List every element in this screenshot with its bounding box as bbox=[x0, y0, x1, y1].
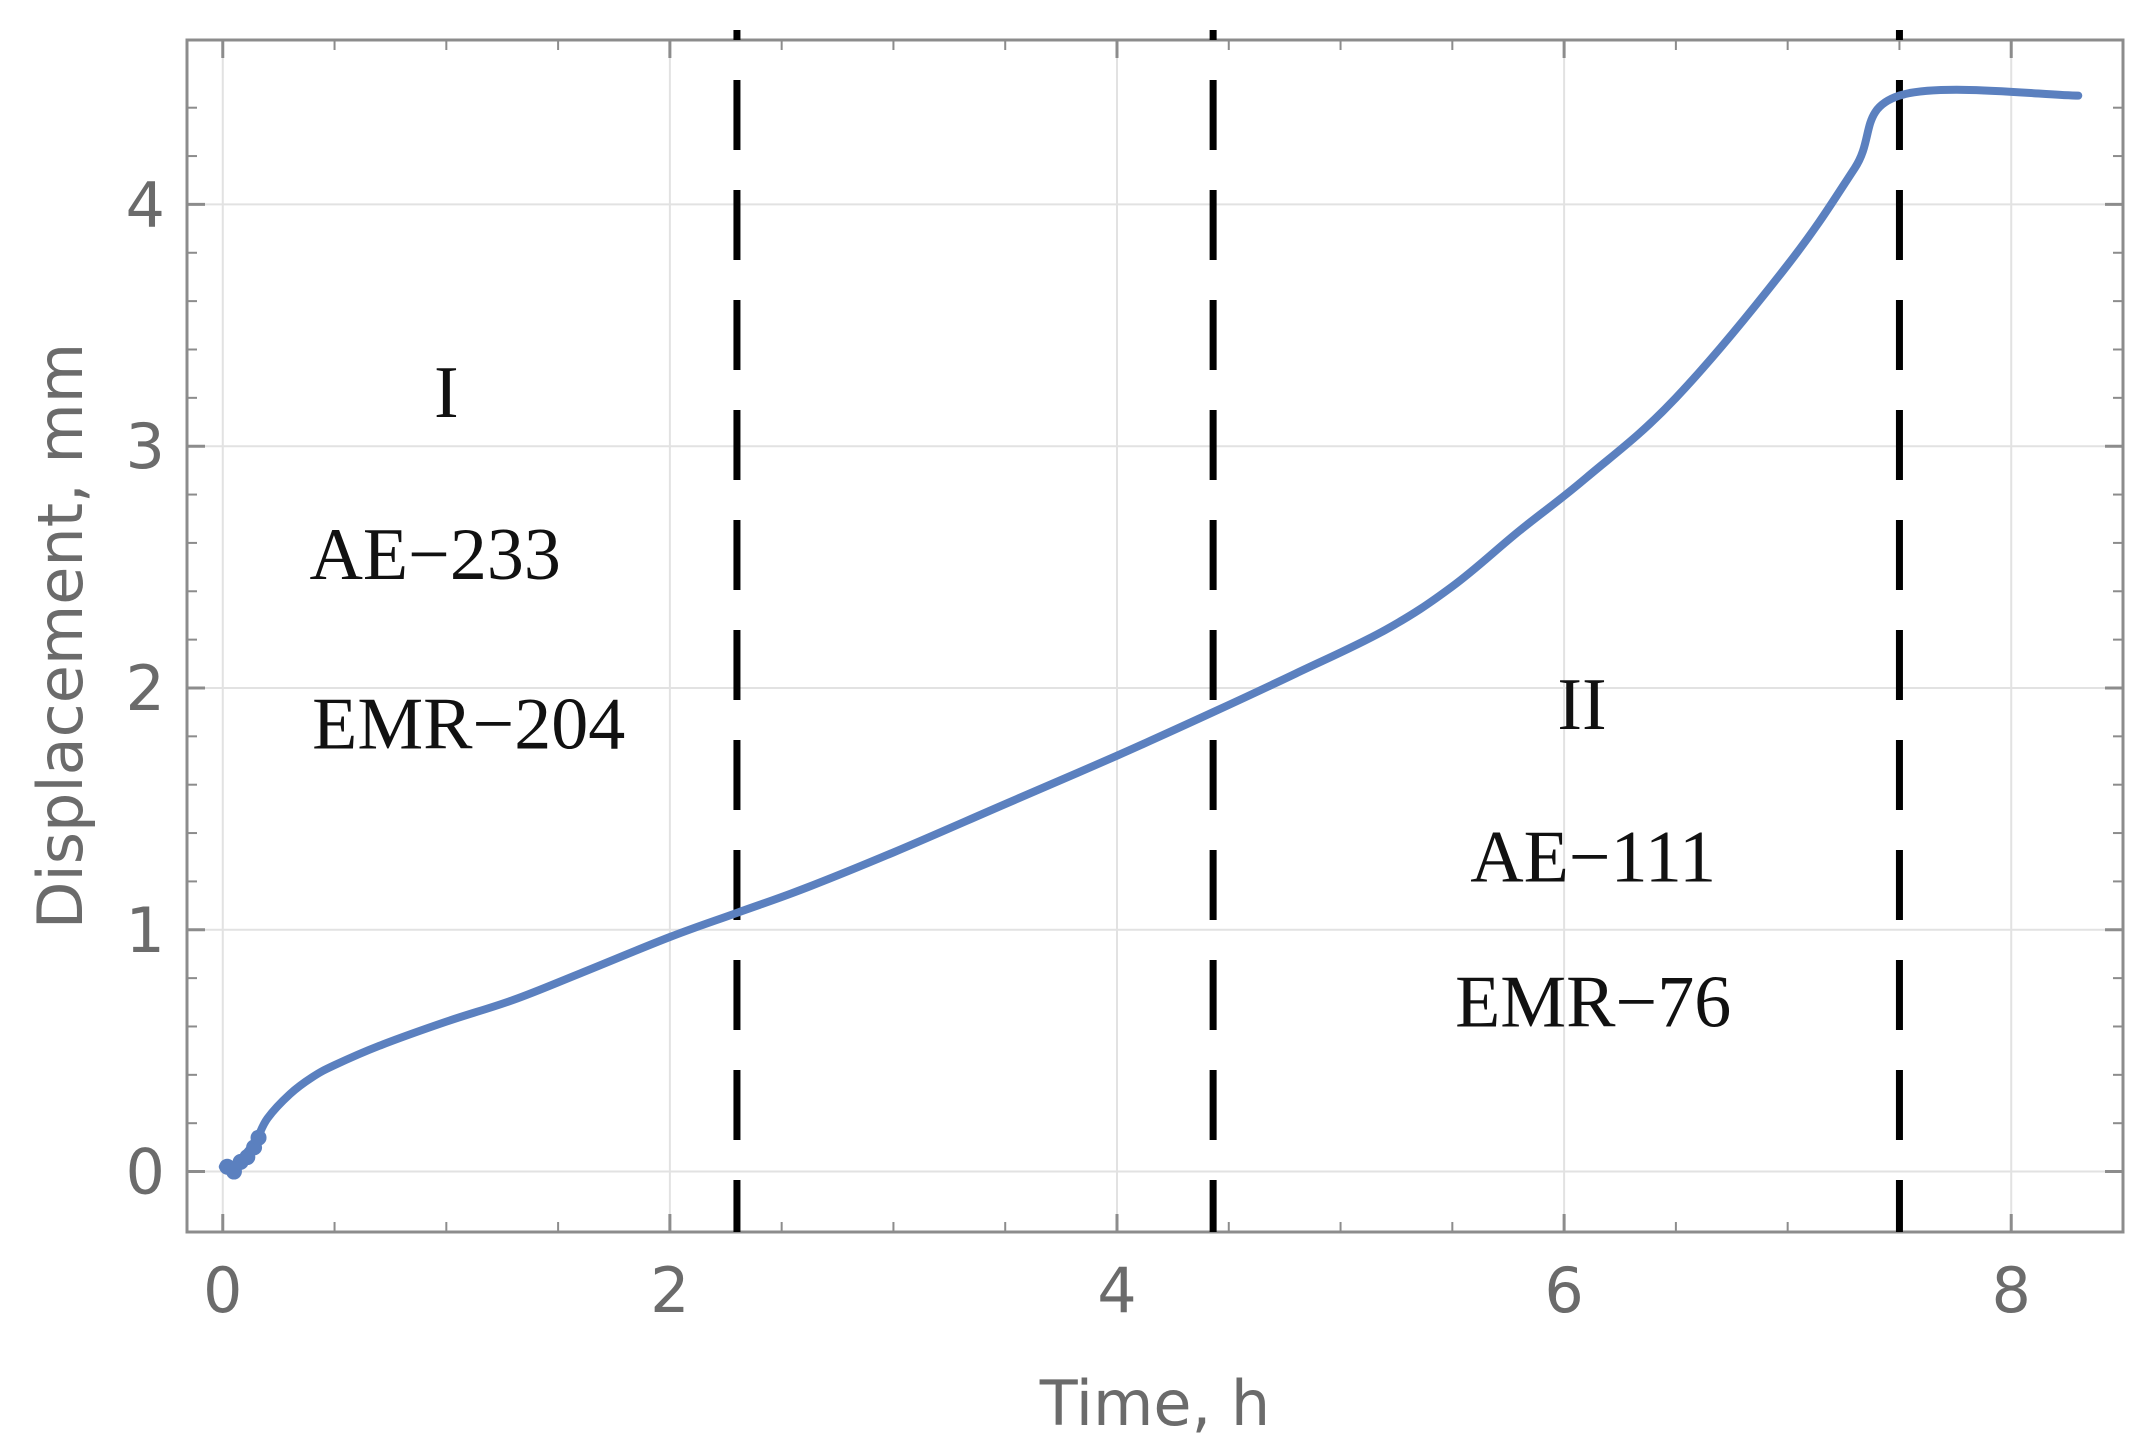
y-axis-label: Displacement, mm bbox=[24, 343, 97, 929]
annotations: I AE−233 EMR−204 II AE−111 EMR−76 bbox=[309, 352, 1731, 1043]
tick-labels: 0 2 4 6 8 0 1 2 3 4 bbox=[126, 168, 2031, 1327]
stage-annotation: EMR−76 bbox=[1455, 961, 1731, 1043]
x-tick-label: 0 bbox=[203, 1254, 242, 1327]
y-tick-label: 1 bbox=[126, 894, 165, 967]
start-data-point bbox=[250, 1129, 267, 1146]
x-tick-label: 2 bbox=[650, 1254, 689, 1327]
y-tick-label: 3 bbox=[126, 410, 165, 483]
stage-annotation: AE−233 bbox=[309, 514, 560, 596]
stage-boundary-lines bbox=[733, 30, 1903, 1232]
x-tick-label: 8 bbox=[1991, 1254, 2030, 1327]
x-tick-label: 4 bbox=[1097, 1254, 1136, 1327]
stage-annotation: I bbox=[434, 352, 459, 434]
y-tick-label: 4 bbox=[126, 168, 165, 241]
plot-frame bbox=[185, 38, 2125, 1234]
x-tick-label: 6 bbox=[1544, 1254, 1583, 1327]
y-tick-label: 2 bbox=[126, 652, 165, 725]
x-axis-label: Time, h bbox=[1039, 1367, 1270, 1440]
stage-annotation: EMR−204 bbox=[312, 683, 625, 765]
y-tick-label: 0 bbox=[126, 1136, 165, 1209]
grid-lines bbox=[187, 40, 2123, 1232]
displacement-line bbox=[218, 85, 2083, 1174]
stage-annotation: AE−111 bbox=[1470, 816, 1716, 898]
displacement-series bbox=[218, 85, 2083, 1180]
stage-annotation: II bbox=[1557, 664, 1606, 746]
axis-ticks bbox=[187, 40, 2123, 1232]
